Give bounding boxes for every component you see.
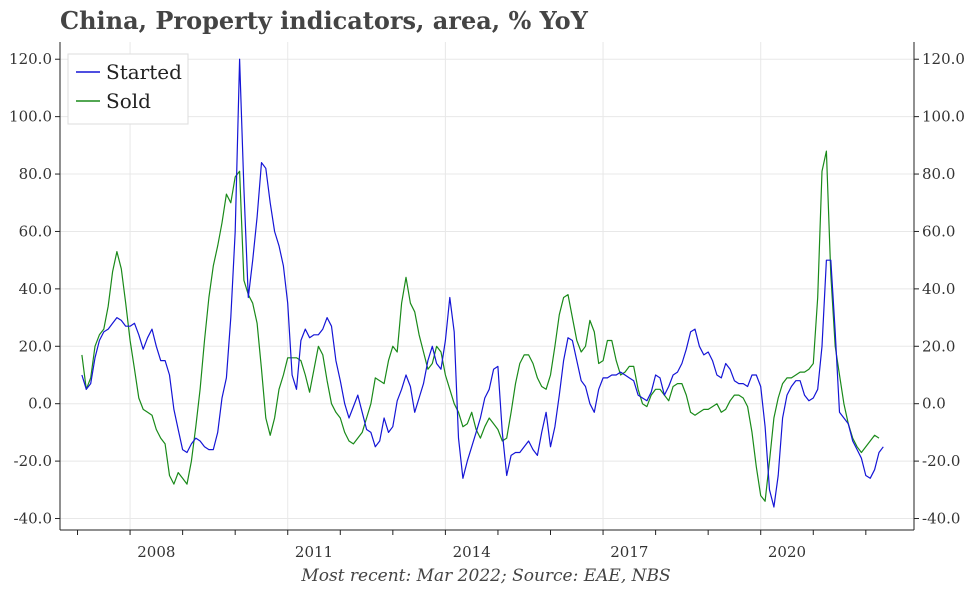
- grid: [60, 42, 914, 530]
- y-tick-label-left: -40.0: [14, 510, 52, 528]
- y-tick-label-right: 60.0: [922, 222, 955, 240]
- y-tick-label-right: 80.0: [922, 165, 955, 183]
- y-tick-label-right: -40.0: [922, 510, 960, 528]
- y-tick-label-left: -20.0: [14, 452, 52, 470]
- y-tick-label-left: 80.0: [19, 165, 52, 183]
- legend: Started Sold: [67, 53, 189, 125]
- y-tick-label-left: 0.0: [28, 395, 52, 413]
- y-tick-label-left: 120.0: [9, 50, 52, 68]
- y-tick-label-left: 40.0: [19, 280, 52, 298]
- legend-box: [67, 53, 189, 125]
- y-tick-label-left: 60.0: [19, 222, 52, 240]
- series-lines: [81, 58, 884, 508]
- axes: -40.0 -40.0 -20.0 -20.0 0.0 0.0 20.0 20.0 40.0 40…: [9, 42, 965, 561]
- legend-label-started: Started: [106, 60, 182, 84]
- x-tick-label: 2014: [453, 543, 491, 561]
- x-tick-label: 2011: [295, 543, 333, 561]
- legend-label-sold: Sold: [106, 89, 151, 113]
- y-tick-label-left: 100.0: [9, 108, 52, 126]
- y-tick-label-right: -20.0: [922, 452, 960, 470]
- y-tick-label-right: 120.0: [922, 50, 965, 68]
- series-line-sold: [81, 150, 880, 502]
- x-tick-label: 2017: [610, 543, 648, 561]
- y-tick-label-right: 0.0: [922, 395, 946, 413]
- chart-title: China, Property indicators, area, % YoY: [60, 6, 589, 35]
- y-tick-label-right: 100.0: [922, 108, 965, 126]
- series-line-started: [81, 58, 884, 508]
- x-tick-label: 2008: [137, 543, 175, 561]
- source-note: Most recent: Mar 2022; Source: EAE, NBS: [300, 566, 670, 586]
- y-tick-label-right: 20.0: [922, 337, 955, 355]
- y-tick-label-right: 40.0: [922, 280, 955, 298]
- x-tick-label: 2020: [768, 543, 806, 561]
- y-tick-label-left: 20.0: [19, 337, 52, 355]
